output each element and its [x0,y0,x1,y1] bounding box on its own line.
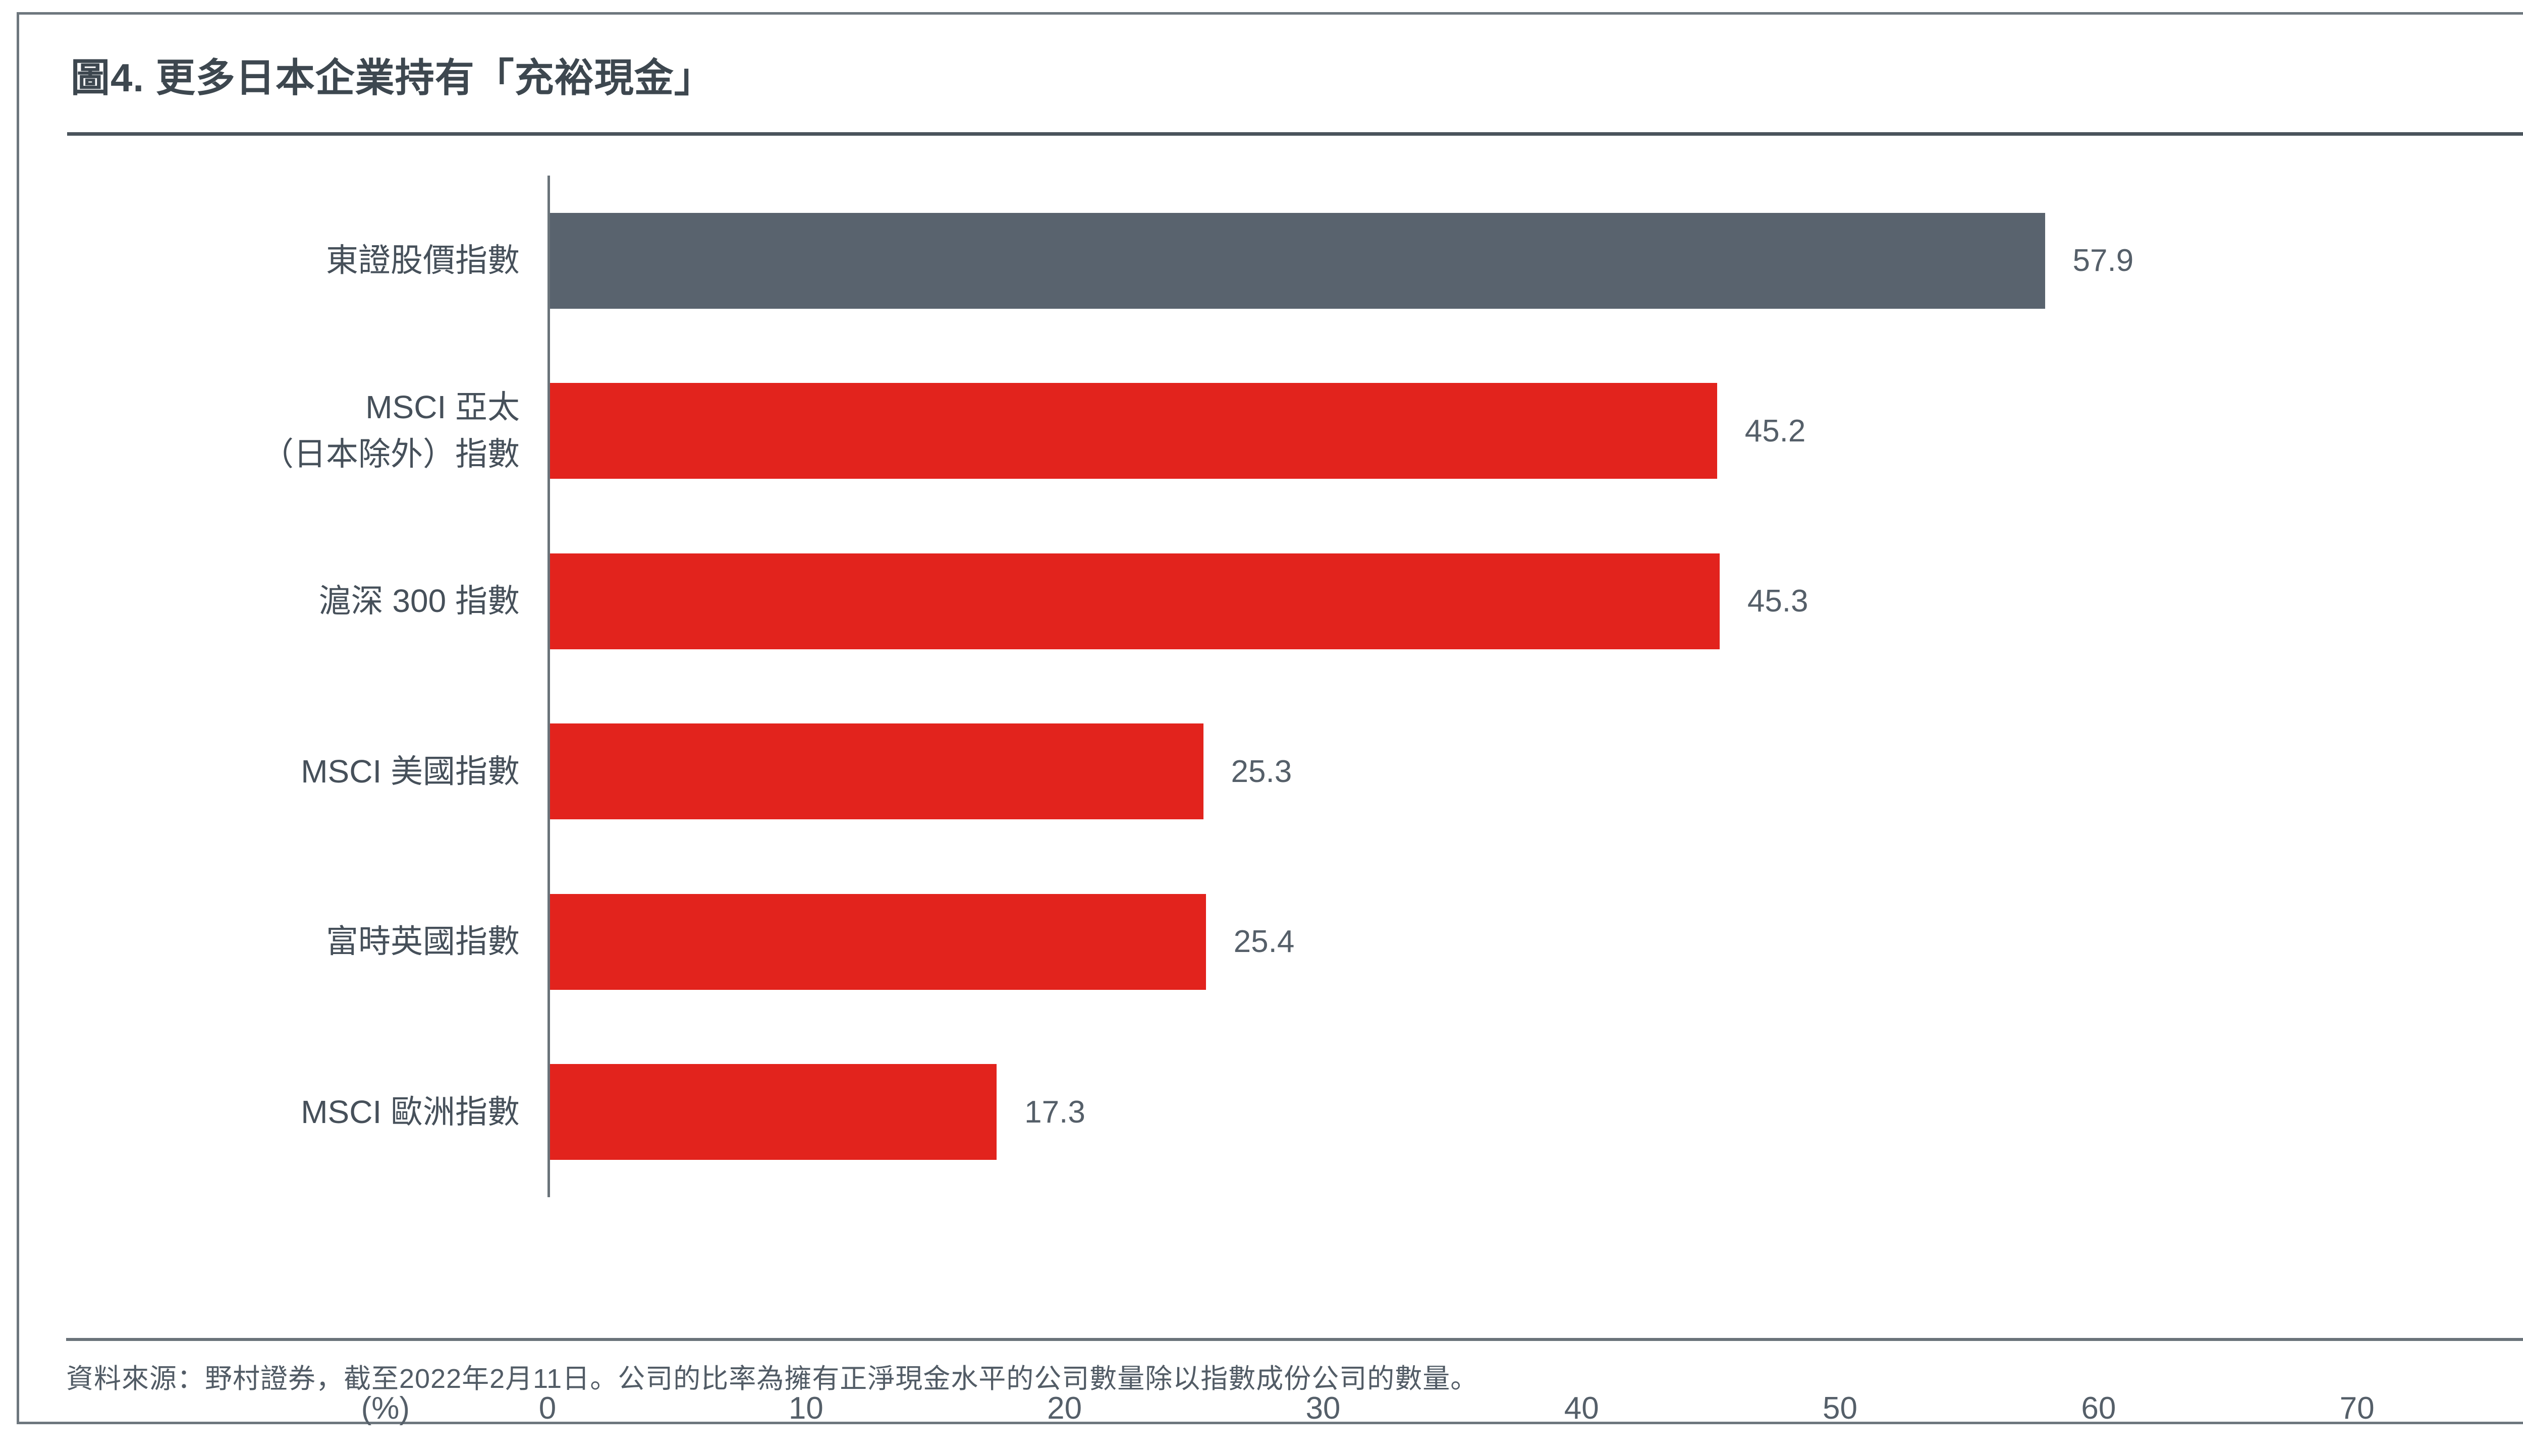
percent-unit-label: (%) [361,1391,410,1426]
value-label: 25.4 [1233,924,1295,960]
category-label: MSCI 美國指數 [301,753,520,790]
x-tick: 10 [788,1391,824,1426]
category-label: 滬深 300 指數 [318,583,520,620]
source-note: 資料來源：野村證券，截至2022年2月11日。公司的比率為擁有正淨現金水平的公司… [66,1364,1478,1394]
value-label: 45.3 [1747,584,1808,619]
value-label: 45.2 [1744,413,1806,449]
bar-row: 滬深 300 指數 45.3 [0,516,2523,687]
bar-row: 富時英國指數 25.4 [0,857,2523,1027]
category-label: 富時英國指數 [326,923,520,960]
bar-chart: 東證股價指數 57.9 MSCI 亞太 （日本除外）指數 45.2 滬深 300… [0,176,2523,1426]
bar-row: MSCI 亞太 （日本除外）指數 45.2 [0,346,2523,516]
x-tick: 70 [2339,1391,2375,1426]
bar-row: MSCI 美國指數 25.3 [0,686,2523,857]
x-tick: 30 [1305,1391,1341,1426]
title-underline [67,132,2523,136]
category-label: 東證股價指數 [326,242,520,279]
bar [550,212,2045,309]
bar-track: 45.3 [547,516,2523,687]
x-axis-ticks: 0 10 20 30 40 50 60 70 [539,1390,2523,1456]
bar-track: 25.4 [547,857,2523,1027]
plot-rows: 東證股價指數 57.9 MSCI 亞太 （日本除外）指數 45.2 滬深 300… [0,176,2523,1197]
bar-track: 17.3 [547,1027,2523,1197]
value-label: 17.3 [1024,1094,1085,1130]
bar-track: 45.2 [547,346,2523,516]
category-label: MSCI 歐洲指數 [301,1093,520,1130]
x-tick: 50 [1823,1391,1858,1426]
category-label: MSCI 亞太 （日本除外）指數 [261,389,520,473]
bar-track: 57.9 [547,176,2523,346]
x-axis-row: (%) 0 10 20 30 40 50 60 70 [0,1390,2523,1456]
bar [550,723,1203,820]
bar-row: 東證股價指數 57.9 [0,176,2523,346]
bar [550,893,1206,990]
bar [550,553,1720,649]
footer-divider [66,1338,2523,1341]
bar-track: 25.3 [547,686,2523,857]
x-tick: 40 [1564,1391,1599,1426]
value-label: 25.3 [1231,754,1292,789]
bar [550,383,1717,479]
value-label: 57.9 [2072,243,2134,278]
x-tick: 0 [538,1391,557,1426]
bar [550,1064,997,1160]
figure-title: 圖4. 更多日本企業持有「充裕現金」 [71,55,714,100]
x-tick: 20 [1047,1391,1082,1426]
x-tick: 60 [2081,1391,2116,1426]
bar-row: MSCI 歐洲指數 17.3 [0,1027,2523,1197]
